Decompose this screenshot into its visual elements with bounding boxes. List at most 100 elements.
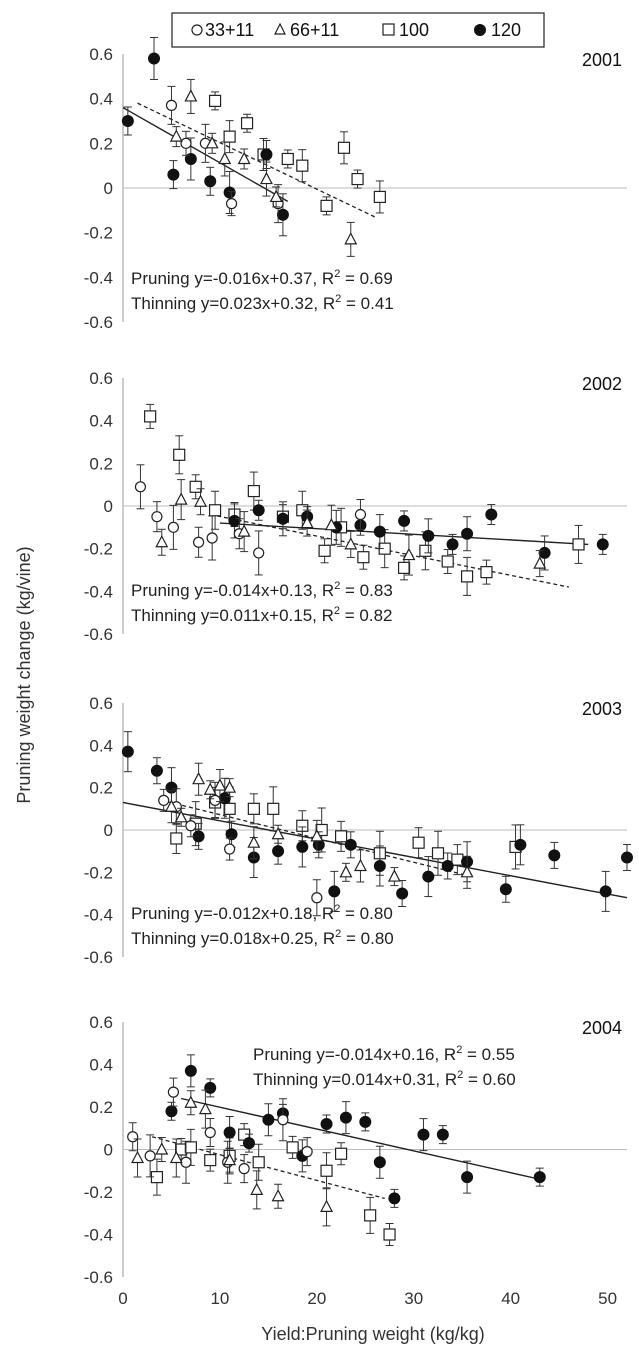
legend-marker-open-square — [382, 23, 395, 36]
data-point-120 — [436, 1128, 449, 1141]
data-point-120 — [344, 838, 357, 851]
data-point-100 — [247, 484, 260, 498]
y-tick-label: 0.2 — [89, 1098, 113, 1117]
data-point-66-11 — [324, 517, 338, 531]
data-point-100 — [240, 117, 254, 130]
equation-pruning-r2: = 0.80 — [340, 904, 392, 923]
data-point-100 — [267, 802, 280, 815]
equation-pruning-text: Pruning y=-0.014x+0.13, R — [131, 581, 334, 600]
legend-label-33-11: 33+11 — [205, 20, 254, 40]
data-point-33-11 — [185, 820, 197, 832]
data-point-100 — [223, 802, 236, 815]
data-point-33-11 — [253, 547, 265, 559]
data-point-120 — [223, 186, 236, 199]
equation-thinning-r2: = 0.80 — [341, 929, 393, 948]
y-tick-label: -0.2 — [84, 863, 113, 882]
thinning-fit-line — [151, 1136, 385, 1200]
data-point-66-11 — [203, 782, 217, 795]
data-point-100 — [223, 130, 236, 143]
data-point-120 — [167, 168, 180, 181]
equation-pruning-r2: = 0.83 — [340, 581, 392, 600]
data-point-120 — [373, 525, 386, 538]
y-tick-label: -0.4 — [84, 268, 113, 287]
y-tick-label: 0 — [104, 821, 113, 840]
data-point-66-11 — [184, 1095, 198, 1108]
panel-2001: 0.6 0.4 0.2 0 -0.2 -0.4 -0.6 2001 Pruning y=-0.0… — [84, 36, 627, 332]
equation-thinning-r2: = 0.82 — [340, 606, 392, 625]
data-point-66-11 — [339, 865, 353, 878]
y-tick-label: 0 — [104, 1141, 113, 1160]
data-point-66-11 — [387, 869, 401, 882]
equation-pruning-r2: = 0.69 — [340, 269, 392, 288]
data-point-33-11 — [209, 794, 221, 806]
data-point-120 — [373, 1156, 386, 1169]
data-point-120 — [388, 1192, 401, 1205]
data-point-66-11 — [205, 136, 219, 149]
data-point-33-11 — [167, 521, 179, 533]
data-point-66-11 — [250, 1182, 264, 1195]
data-point-66-11 — [194, 494, 208, 507]
data-point-120 — [514, 838, 527, 851]
data-point-120 — [328, 885, 341, 898]
data-point-33-11 — [311, 892, 323, 904]
equation-thinning-r2: = 0.41 — [341, 294, 393, 313]
equation-pruning: Pruning y=-0.014x+0.13, R2 = 0.83 — [131, 580, 393, 600]
y-tick-label: -0.4 — [84, 582, 113, 601]
data-point-120 — [228, 514, 241, 527]
x-tick-label: 30 — [404, 1289, 423, 1308]
data-point-100 — [397, 561, 411, 574]
data-point-100 — [286, 1141, 299, 1154]
data-point-66-11 — [237, 524, 251, 537]
pruning-fit-line — [181, 1097, 540, 1180]
data-point-66-11 — [169, 1150, 183, 1164]
panels: 0.6 0.4 0.2 0 -0.2 -0.4 -0.6 2001 Pruning y=-0.0… — [84, 36, 633, 1308]
equation-thinning-superscript: 2 — [335, 928, 341, 940]
data-point-120 — [548, 849, 561, 862]
equation-pruning-text: Pruning y=-0.014x+0.16, R — [253, 1045, 456, 1064]
x-tick-label: 50 — [598, 1289, 617, 1308]
data-point-100 — [252, 1156, 265, 1169]
equation-thinning-text: Thinning y=0.018x+0.25, R — [131, 929, 335, 948]
y-tick-label: -0.6 — [84, 1268, 113, 1287]
data-point-100 — [318, 544, 331, 557]
data-point-100 — [419, 544, 432, 557]
data-point-100 — [320, 199, 333, 212]
equation-thinning-superscript: 2 — [334, 605, 340, 617]
data-point-66-11 — [460, 865, 474, 878]
data-point-120 — [204, 175, 217, 188]
data-point-120 — [225, 828, 238, 841]
equation-thinning-superscript: 2 — [457, 1069, 463, 1081]
equation-pruning-superscript: 2 — [334, 268, 340, 280]
year-label: 2001 — [582, 50, 622, 70]
y-axis-label-part2: change (kg/vine) — [14, 546, 34, 679]
data-point-100 — [412, 836, 425, 849]
y-axis-label-part1: Pruning weight — [14, 685, 34, 804]
data-point-33-11 — [180, 1156, 192, 1168]
data-point-66-11 — [164, 799, 178, 812]
data-point-120 — [148, 52, 161, 65]
data-point-120 — [396, 887, 409, 900]
legend-label-100: 100 — [399, 20, 429, 40]
y-tick-label: 0.6 — [89, 694, 113, 713]
data-point-120 — [276, 208, 289, 221]
equation-thinning-text: Thinning y=0.014x+0.31, R — [253, 1070, 457, 1089]
data-point-100 — [296, 159, 309, 172]
data-point-100 — [208, 504, 222, 517]
legend-marker-open-circle — [191, 24, 203, 36]
data-point-66-11 — [310, 829, 324, 842]
data-point-100 — [170, 832, 183, 845]
y-axis-label: Pruning weight change (kg/vine) — [14, 546, 34, 803]
data-point-66-11 — [271, 826, 285, 840]
equation-pruning: Pruning y=-0.016x+0.37, R2 = 0.69 — [131, 268, 393, 288]
legend-item-33-11: 33+11 — [191, 20, 254, 40]
panel-2004: 0.6 0.4 0.2 0 -0.2 -0.4 -0.6 2004 Pruning y=-0.0… — [84, 1013, 627, 1287]
pruning-fit-line — [219, 522, 589, 546]
y-tick-label: -0.6 — [84, 313, 113, 332]
y-tick-label: -0.4 — [84, 906, 113, 925]
year-label: 2003 — [582, 699, 622, 719]
data-point-66-11 — [174, 492, 188, 505]
data-point-120 — [165, 1105, 178, 1118]
panel-2002: 0.6 0.4 0.2 0 -0.2 -0.4 -0.6 2002 Pruning y=-0.0… — [84, 369, 627, 644]
equation-thinning: Thinning y=0.018x+0.25, R2 = 0.80 — [131, 928, 394, 948]
